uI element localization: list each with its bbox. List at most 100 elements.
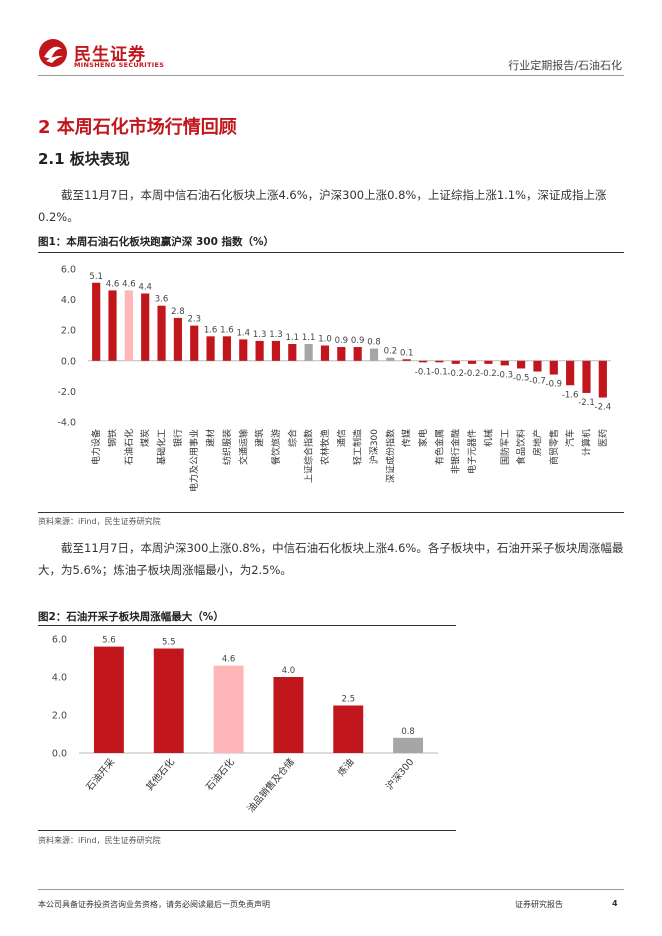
figure2-source: 资料来源：iFind，民生证券研究院 [38, 836, 161, 845]
chart0-value-label: -0.1 [431, 367, 448, 377]
brand-name-en: MINSHENG SECURITIES [74, 61, 165, 69]
chart1-value-label: 0.8 [401, 727, 415, 737]
chart0-category-label: 国防军工 [499, 429, 511, 465]
chart0-ytick-label: 0.0 [61, 356, 76, 367]
brand-name-cn: 民生证券 [74, 45, 146, 65]
chart0-bar [173, 317, 182, 361]
chart0-value-label: -0.1 [415, 367, 432, 377]
brand-logo-icon [39, 39, 67, 67]
chart0-value-label: 1.0 [318, 335, 332, 345]
chart1-value-label: 4.6 [222, 655, 236, 665]
chart0-value-label: -1.6 [562, 390, 579, 400]
chart0-bar [288, 343, 297, 361]
chart0-value-label: -0.2 [464, 369, 481, 379]
chart0-value-label: -0.9 [546, 380, 563, 390]
chart0-ytick-label: 6.0 [61, 265, 76, 276]
chart0-value-label: 1.4 [237, 328, 251, 338]
footer-disclaimer: 本公司具备证券投资咨询业务资格，请务必阅读最后一页免责声明 [38, 900, 270, 909]
chart0-category-label: 农林牧渔 [319, 429, 331, 465]
chart0-value-label: 1.3 [269, 330, 283, 340]
chart1-category-label: 油品销售及仓储 [245, 756, 297, 815]
chart0-bar [402, 359, 411, 361]
section-title: 2 本周石化市场行情回顾 [38, 117, 237, 138]
chart0-category-label: 建材 [205, 429, 217, 447]
figure1-source: 资料来源：iFind，民生证券研究院 [38, 517, 161, 526]
chart1-ytick-label: 4.0 [52, 673, 67, 684]
chart0-value-label: 4.6 [106, 279, 120, 289]
chart0-ytick-label: 4.0 [61, 295, 76, 306]
chart0-value-label: 4.6 [122, 279, 136, 289]
chart1-value-label: 5.5 [162, 638, 176, 648]
chart0-category-label: 沪深300 [368, 429, 380, 464]
chart1-bar [93, 646, 124, 753]
chart0-category-label: 轻工制造 [352, 429, 364, 465]
chart0-value-label: 3.6 [155, 295, 169, 305]
chart0-value-label: 2.8 [171, 307, 185, 317]
chart0-bar [435, 360, 444, 363]
chart0-bar [418, 360, 428, 363]
chart0-bar [255, 340, 264, 361]
chart0-bar [271, 340, 281, 361]
chart0-category-label: 银行 [172, 429, 184, 447]
chart0-category-label: 建筑 [254, 429, 266, 447]
header-divider [38, 75, 624, 76]
chart0-bar [124, 290, 133, 361]
chart0-value-label: 0.2 [384, 347, 398, 357]
chart0-value-label: 1.3 [253, 330, 267, 340]
chart0-value-label: -2.1 [578, 398, 595, 408]
chart0-bar [484, 360, 493, 364]
chart0-category-label: 有色金属 [433, 429, 445, 465]
chart0-category-label: 医药 [598, 429, 609, 447]
chart0-bar [206, 336, 215, 361]
chart0-bar [467, 360, 477, 364]
figure1-chart: 6.0 4.0 2.0 0.0 -2.0 -4.0 5.1 电力设备 4.6 钢铁 4.6 石油石化 4… [57, 265, 612, 493]
chart0-category-label: 交通运输 [237, 429, 249, 465]
chart0-value-label: 1.6 [204, 325, 218, 335]
chart0-bar [500, 360, 509, 366]
chart1-value-label: 4.0 [282, 666, 296, 676]
chart1-bar [213, 665, 244, 753]
chart0-category-label: 非银行金融 [450, 429, 462, 474]
chart0-category-label: 传媒 [401, 429, 413, 447]
chart0-category-label: 家电 [417, 429, 429, 447]
figure2-chart: 6.0 4.0 2.0 0.0 5.6 石油开采 5.5 其他石化 4.6 石油石化 4.0 油品销售… [52, 635, 438, 815]
chart0-value-label: -2.4 [595, 403, 612, 413]
chart0-category-label: 计算机 [580, 429, 592, 456]
chart1-ytick-label: 0.0 [52, 749, 67, 760]
chart0-category-label: 纺织服装 [221, 429, 233, 465]
chart0-category-label: 房地产 [531, 429, 543, 456]
chart1-bar [393, 737, 424, 753]
chart1-bar [333, 705, 364, 753]
chart1-category-label: 其他石化 [143, 756, 177, 793]
chart0-bar [353, 347, 362, 361]
chart0-category-label: 钢铁 [107, 429, 119, 447]
chart0-value-label: 4.4 [138, 282, 152, 292]
chart0-value-label: 0.9 [335, 336, 349, 346]
chart1-category-label: 石油石化 [203, 756, 237, 793]
chart1-ytick-label: 2.0 [52, 711, 67, 722]
chart0-bar [598, 360, 607, 398]
chart0-category-label: 餐饮旅游 [270, 429, 282, 465]
chart1-category-label: 炼油 [335, 756, 356, 778]
figure2-title: 图2：石油开采子板块周涨幅最大（%） [38, 611, 224, 623]
footer-divider [38, 889, 624, 890]
chart0-bar [451, 360, 460, 364]
chart0-bar [549, 360, 558, 375]
chart0-category-label: 煤炭 [139, 429, 151, 447]
chart0-bar [92, 282, 101, 361]
chart0-bar [222, 336, 232, 361]
chart0-value-label: 2.3 [187, 315, 201, 325]
chart0-category-label: 电力设备 [90, 429, 102, 465]
chart0-bar [566, 360, 575, 386]
chart0-value-label: 0.9 [351, 336, 365, 346]
chart0-bar [386, 357, 395, 361]
chart0-bar [320, 345, 330, 361]
chart0-category-label: 上证综合指数 [303, 429, 315, 483]
figure1-bottom-rule [38, 512, 624, 513]
figure1-top-rule [38, 252, 624, 253]
chart0-bar [304, 343, 313, 361]
subsection-title: 2.1 板块表现 [38, 150, 130, 168]
chart0-ytick-label: 2.0 [61, 326, 76, 337]
page-number: 4 [612, 899, 618, 908]
chart0-bar [157, 305, 166, 361]
